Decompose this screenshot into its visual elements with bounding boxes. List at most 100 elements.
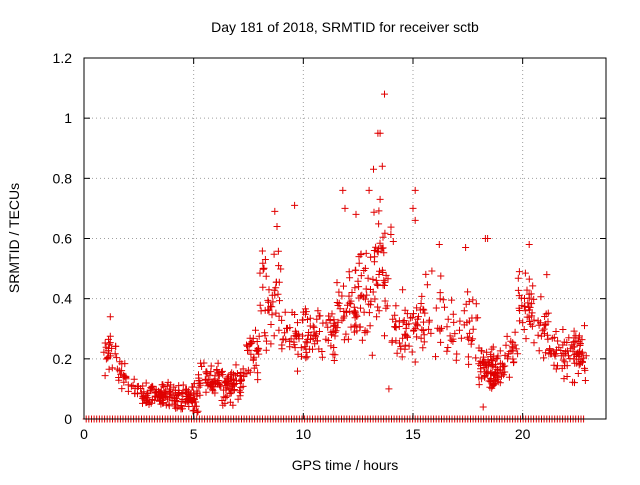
data-point xyxy=(139,382,147,390)
x-tick-label: 0 xyxy=(80,426,88,442)
data-point xyxy=(382,271,390,279)
data-point xyxy=(239,365,247,373)
data-point xyxy=(535,347,543,355)
data-point xyxy=(111,350,119,358)
data-point xyxy=(311,332,319,339)
data-point xyxy=(179,396,187,403)
data-point xyxy=(520,326,528,333)
data-point xyxy=(335,288,343,296)
data-point xyxy=(246,368,254,376)
data-point xyxy=(334,302,342,309)
data-point xyxy=(514,274,522,282)
data-point xyxy=(370,165,377,173)
data-point xyxy=(295,330,303,338)
data-point xyxy=(235,387,243,395)
data-point xyxy=(140,388,148,396)
data-point xyxy=(330,316,338,324)
data-point xyxy=(351,322,359,330)
data-point xyxy=(493,375,501,383)
data-point xyxy=(503,332,511,340)
data-point xyxy=(139,399,146,407)
data-point xyxy=(381,278,389,286)
data-point xyxy=(309,345,316,353)
data-point xyxy=(569,343,577,351)
data-point xyxy=(247,340,255,347)
data-point xyxy=(467,340,475,348)
data-point xyxy=(304,336,311,344)
data-point xyxy=(539,327,547,335)
data-point xyxy=(105,340,113,348)
data-point xyxy=(399,286,407,294)
data-point xyxy=(521,269,529,277)
data-point xyxy=(113,365,121,373)
data-point xyxy=(496,347,504,355)
data-point xyxy=(456,317,464,325)
data-point xyxy=(345,268,353,276)
data-point xyxy=(563,339,571,346)
data-point xyxy=(302,308,310,316)
data-point xyxy=(259,265,267,272)
data-point xyxy=(160,383,168,391)
data-point xyxy=(530,316,538,324)
data-point xyxy=(507,337,515,345)
data-point xyxy=(478,347,486,355)
data-point xyxy=(376,129,384,137)
data-point xyxy=(168,394,176,402)
data-point xyxy=(270,286,278,294)
data-point xyxy=(338,316,346,324)
y-tick-label: 0.8 xyxy=(53,170,73,186)
data-point xyxy=(195,383,203,391)
data-point xyxy=(441,303,448,311)
data-point xyxy=(419,344,427,352)
data-point xyxy=(554,337,562,345)
data-point xyxy=(234,395,242,403)
data-point xyxy=(464,353,472,361)
data-point xyxy=(236,372,244,380)
data-point xyxy=(322,319,330,327)
data-point xyxy=(286,343,294,351)
data-point xyxy=(479,403,487,411)
data-point xyxy=(102,355,110,363)
data-point xyxy=(415,313,422,321)
data-point xyxy=(267,302,274,310)
data-point xyxy=(306,322,314,330)
data-point xyxy=(177,405,185,413)
data-point xyxy=(449,335,457,343)
data-point xyxy=(121,372,128,380)
data-point xyxy=(565,352,572,360)
data-point xyxy=(196,391,204,399)
data-point xyxy=(561,362,568,370)
chart-title: Day 181 of 2018, SRMTID for receiver sct… xyxy=(211,19,479,35)
data-point xyxy=(316,328,323,335)
data-point xyxy=(579,358,586,366)
data-point xyxy=(281,308,289,316)
data-point xyxy=(315,312,323,320)
data-point xyxy=(333,279,341,287)
data-point xyxy=(272,278,280,286)
data-point xyxy=(484,356,492,364)
data-point xyxy=(105,335,112,343)
data-point xyxy=(258,247,266,255)
data-point xyxy=(101,372,109,380)
data-point xyxy=(220,393,228,401)
data-point xyxy=(410,327,417,335)
data-point xyxy=(472,300,480,308)
data-point xyxy=(281,329,289,337)
data-point xyxy=(512,345,520,353)
data-point xyxy=(206,371,214,379)
data-point xyxy=(483,348,491,356)
data-point xyxy=(379,233,387,241)
data-point xyxy=(247,350,255,358)
data-point xyxy=(361,295,369,303)
data-point xyxy=(214,377,222,384)
data-point xyxy=(291,344,299,352)
data-point xyxy=(505,350,513,358)
data-point xyxy=(106,313,114,321)
data-point xyxy=(367,301,375,309)
data-point xyxy=(370,247,378,254)
data-point xyxy=(143,391,151,399)
data-point xyxy=(218,368,225,376)
data-point xyxy=(486,383,494,391)
data-point xyxy=(362,249,370,257)
